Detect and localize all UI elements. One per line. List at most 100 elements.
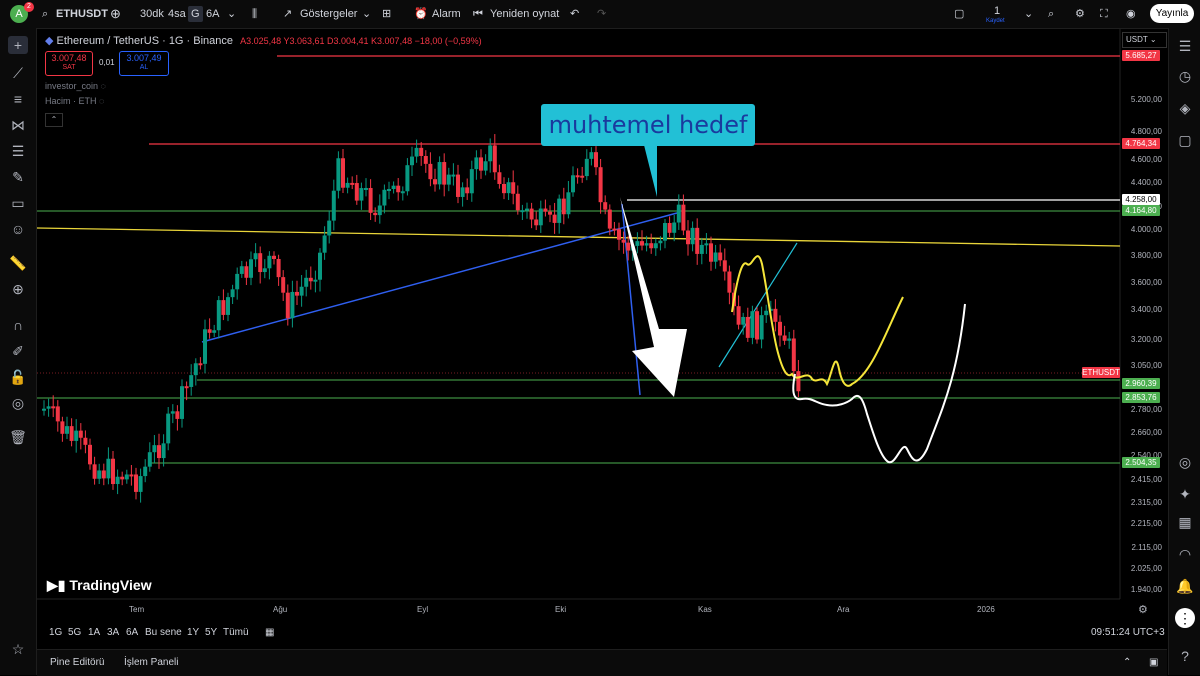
candle-body [723,260,727,271]
crosshair-icon[interactable]: + [8,36,28,54]
brush-icon[interactable]: ✎ [8,168,28,186]
chart-pane[interactable]: ◆ Ethereum / TetherUS · 1G · Binance A3.… [37,29,1167,649]
pine-editor-tab[interactable]: Pine Editörü [50,657,104,668]
ideas-icon[interactable]: ✦ [1175,484,1195,504]
interval-4h[interactable]: 4sa [168,6,186,22]
calendar-icon[interactable]: ▦ [1175,512,1195,532]
apps-grid-icon[interactable]: ⋮ [1175,608,1195,628]
eye-off-icon[interactable]: ◌ [101,81,106,91]
candle-body [106,459,110,479]
indicators-icon[interactable]: ↗ [283,6,292,22]
maximize-panel-icon[interactable]: ▣ [1149,657,1158,668]
candle-body [79,431,83,438]
lock-icon[interactable]: 🔓 [8,368,28,386]
price-tick: 3.050,00 [1122,360,1166,371]
price-tick: 4.000,00 [1122,224,1166,235]
candle-body [125,474,129,479]
buy-button[interactable]: 3.007,49 AL [119,51,169,76]
indicator-volume[interactable]: Hacim · ETH ◌ [45,96,104,106]
symbol-search[interactable]: ETHUSDT [56,6,108,22]
pattern-tool-icon[interactable]: ⋈ [8,116,28,134]
target-callout[interactable]: muhtemel hedef [541,104,755,146]
interval-30m[interactable]: 30dk [140,6,164,22]
lock-drawing-icon[interactable]: ✐ [8,342,28,360]
layers-icon[interactable]: ◈ [1175,98,1195,118]
text-note-icon[interactable]: ▭ [8,194,28,212]
price-tick: 3.400,00 [1122,304,1166,315]
range-1y[interactable]: 1Y [187,627,199,638]
ohlc-values: A3.025,48 Y3.063,61 D3.004,41 K3.007,48 … [240,36,482,46]
date-range-icon[interactable]: ▦ [265,627,274,638]
replay-button[interactable]: Yeniden oynat [490,6,559,22]
chevron-up-icon[interactable]: ⌃ [1123,657,1131,668]
candle-body [566,192,570,214]
range-all[interactable]: Tümü [223,627,249,638]
sell-button[interactable]: 3.007,48 SAT [45,51,93,76]
eye-off-icon[interactable]: ◌ [99,96,104,106]
undo-icon[interactable]: ↶ [570,6,579,22]
target-icon[interactable]: ◎ [1175,452,1195,472]
layout-icon[interactable]: ⊞ [382,6,391,22]
alerts-clock-icon[interactable]: ◷ [1175,66,1195,86]
axis-settings-gear-icon[interactable]: ⚙ [1138,603,1148,616]
candles-icon[interactable]: ⫼ [252,6,257,22]
collapse-legend-icon[interactable]: ⌃ [45,113,63,127]
notification-bell-icon[interactable]: 🔔 [1175,576,1195,596]
camera-icon[interactable]: ◉ [1126,6,1136,22]
publish-button[interactable]: Yayınla [1150,4,1194,23]
candle-body [419,148,423,156]
save-label[interactable]: Kaydet [986,13,1005,29]
clock-time[interactable]: 09:51:24 UTC+3 [1091,627,1165,638]
replay-icon[interactable]: ⏮ [473,6,483,22]
candle-body [410,157,414,166]
symbol-title[interactable]: Ethereum / TetherUS · 1G · Binance [57,35,234,47]
interval-1d[interactable]: G [188,6,203,22]
price-level-tag: 4.164,80 [1122,205,1160,216]
candle-body [783,335,787,340]
horizontal-lines-icon[interactable]: ≡ [8,90,28,108]
range-3m[interactable]: 3A [107,627,119,638]
candle-body [70,426,74,441]
range-1d[interactable]: 1G [49,627,62,638]
star-icon[interactable]: ☆ [8,640,28,658]
eye-icon[interactable]: ◎ [8,394,28,412]
currency-selector[interactable]: USDT ⌄ [1122,32,1167,48]
zoom-search-icon[interactable]: ⌕ [1048,6,1054,22]
redo-icon[interactable]: ↷ [597,6,606,22]
line-tool-icon[interactable]: ⟋ [8,64,28,82]
alarm-icon[interactable]: ⏰ [414,6,428,22]
expand-icon[interactable]: ⛶ [1100,6,1108,22]
chevron-down-icon[interactable]: ⌄ [362,6,371,22]
fullscreen-box-icon[interactable]: ▢ [954,6,964,22]
ruler-icon[interactable]: 📏 [8,254,28,272]
candle-body [562,199,566,215]
candle-body [88,445,92,465]
fib-tool-icon[interactable]: ☰ [8,142,28,160]
candle-body [585,159,589,176]
search-icon[interactable]: ⌕ [42,6,48,22]
emoji-icon[interactable]: ☺ [8,220,28,238]
indicator-investor-coin[interactable]: investor_coin ◌ [45,81,106,91]
help-icon[interactable]: ? [1175,646,1195,666]
chat-icon[interactable]: ▢ [1175,130,1195,150]
alarm-button[interactable]: Alarm [432,6,461,22]
trash-icon[interactable]: 🗑 [8,428,28,446]
broadcast-icon[interactable]: ◠ [1175,544,1195,564]
range-ytd[interactable]: Bu sene [145,627,182,638]
range-5d[interactable]: 5G [68,627,81,638]
zoom-in-icon[interactable]: ⊕ [8,280,28,298]
indicators-button[interactable]: Göstergeler [300,6,357,22]
gear-icon[interactable]: ⚙ [1075,6,1085,22]
candle-body [507,182,511,193]
chevron-down-icon[interactable]: ⌄ [1024,6,1033,22]
magnet-icon[interactable]: ∩ [8,316,28,334]
compare-add-icon[interactable]: ⊕ [110,6,121,22]
interval-6m[interactable]: 6A [206,6,219,22]
candle-body [97,470,101,478]
chevron-down-icon[interactable]: ⌄ [227,6,236,22]
trading-panel-tab[interactable]: İşlem Paneli [124,657,178,668]
range-5y[interactable]: 5Y [205,627,217,638]
range-6m[interactable]: 6A [126,627,138,638]
range-1m[interactable]: 1A [88,627,100,638]
watchlist-icon[interactable]: ☰ [1175,36,1195,56]
